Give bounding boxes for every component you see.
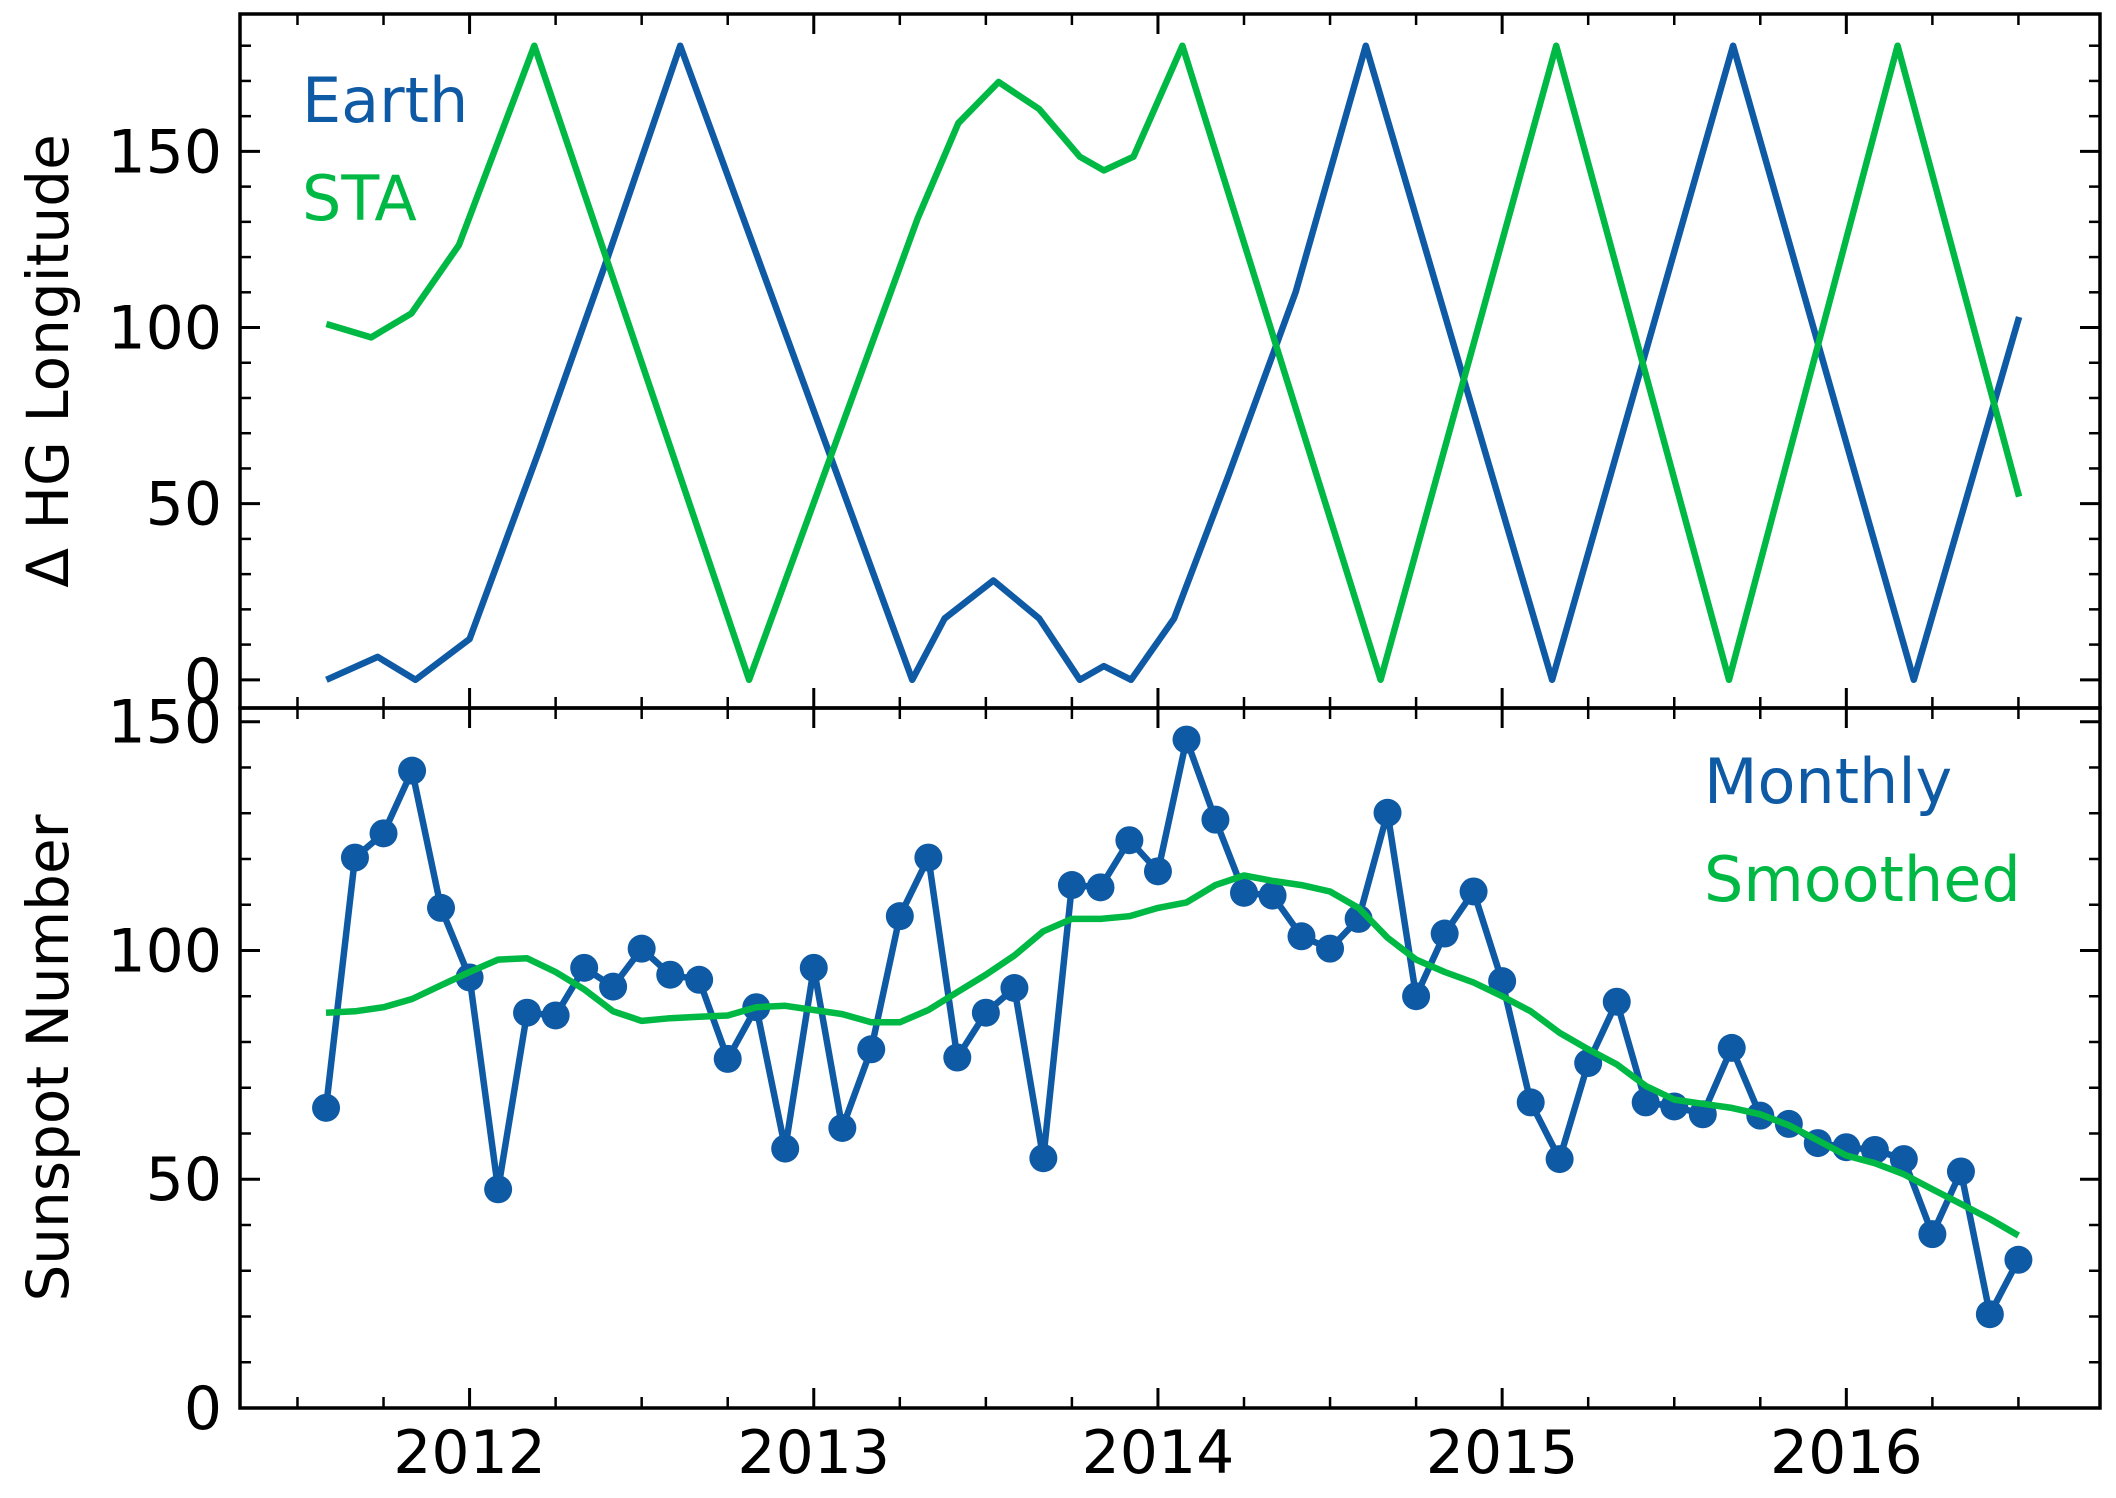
data-point	[943, 1043, 972, 1072]
y-tick-label: 0	[184, 646, 222, 716]
data-point	[1115, 826, 1144, 855]
data-point	[1488, 967, 1517, 996]
data-point	[1172, 725, 1201, 754]
data-point	[713, 1044, 742, 1073]
y-tick-label: 50	[146, 1145, 222, 1215]
data-point	[799, 953, 828, 982]
legend-label: Earth	[302, 64, 468, 137]
x-tick-label: 2013	[737, 1418, 890, 1488]
data-point	[1889, 1145, 1918, 1174]
y-tick-label: 150	[107, 117, 222, 187]
data-point	[771, 1134, 800, 1163]
y-tick-label: 50	[146, 470, 222, 540]
data-point	[685, 965, 714, 994]
data-point	[627, 934, 656, 963]
data-point	[1860, 1135, 1889, 1164]
data-point	[398, 756, 427, 785]
data-point	[1430, 919, 1459, 948]
data-point	[570, 953, 599, 982]
data-point	[1918, 1220, 1947, 1249]
data-point	[1975, 1300, 2004, 1329]
data-point	[1230, 878, 1259, 907]
data-point	[914, 843, 943, 872]
data-point	[427, 893, 456, 922]
x-tick-label: 2016	[1770, 1418, 1923, 1488]
data-point	[340, 843, 369, 872]
data-point	[1946, 1157, 1975, 1186]
data-point	[312, 1093, 341, 1122]
data-point	[885, 902, 914, 931]
series-line	[322, 736, 2022, 1318]
y-tick-label: 0	[184, 1374, 222, 1444]
data-point	[1086, 873, 1115, 902]
data-point	[484, 1175, 513, 1204]
y-tick-label: 150	[107, 688, 222, 758]
x-tick-label: 2012	[393, 1418, 546, 1488]
data-point	[1143, 857, 1172, 886]
y-axis-label: Δ HG Longitude	[14, 134, 82, 588]
data-point	[971, 998, 1000, 1027]
data-point	[1717, 1033, 1746, 1062]
data-point	[1258, 881, 1287, 910]
series-line	[325, 872, 2021, 1239]
y-tick-label: 100	[107, 916, 222, 986]
legend-label: Monthly	[1704, 745, 1952, 818]
panel: 2012 2013 2014 2015 2016 0 50 100 150 Sunspot Num…	[14, 688, 2102, 1488]
legend-label: STA	[302, 162, 417, 235]
data-point	[1201, 805, 1230, 834]
data-point	[1057, 871, 1086, 900]
data-point	[541, 1001, 570, 1030]
data-point	[1000, 974, 1029, 1002]
data-point	[1516, 1088, 1545, 1117]
x-tick-label: 2015	[1426, 1418, 1579, 1488]
data-point	[369, 819, 398, 848]
data-point	[1029, 1144, 1058, 1173]
data-point	[599, 972, 628, 1001]
data-point	[2004, 1245, 2033, 1274]
y-tick-label: 100	[107, 294, 222, 364]
x-tick-label: 2014	[1082, 1418, 1235, 1488]
data-point	[1602, 987, 1631, 1016]
data-point	[828, 1114, 857, 1142]
data-point	[1287, 922, 1316, 951]
series-line	[325, 42, 2023, 684]
series-line	[325, 42, 2023, 684]
legend-label: Smoothed	[1704, 843, 2021, 916]
data-point	[1545, 1145, 1574, 1174]
panel: 0 50 100 150 Δ HG Longitude Earth STA	[14, 12, 2102, 716]
plot-frame	[238, 706, 2102, 1410]
data-point	[1459, 877, 1488, 906]
data-point	[1402, 982, 1431, 1011]
data-point	[857, 1035, 886, 1064]
data-point	[1316, 934, 1345, 963]
y-axis-label: Sunspot Number	[14, 814, 82, 1301]
data-point	[1373, 798, 1402, 827]
data-point	[1631, 1088, 1660, 1117]
data-point	[656, 960, 685, 989]
data-point	[513, 998, 542, 1027]
